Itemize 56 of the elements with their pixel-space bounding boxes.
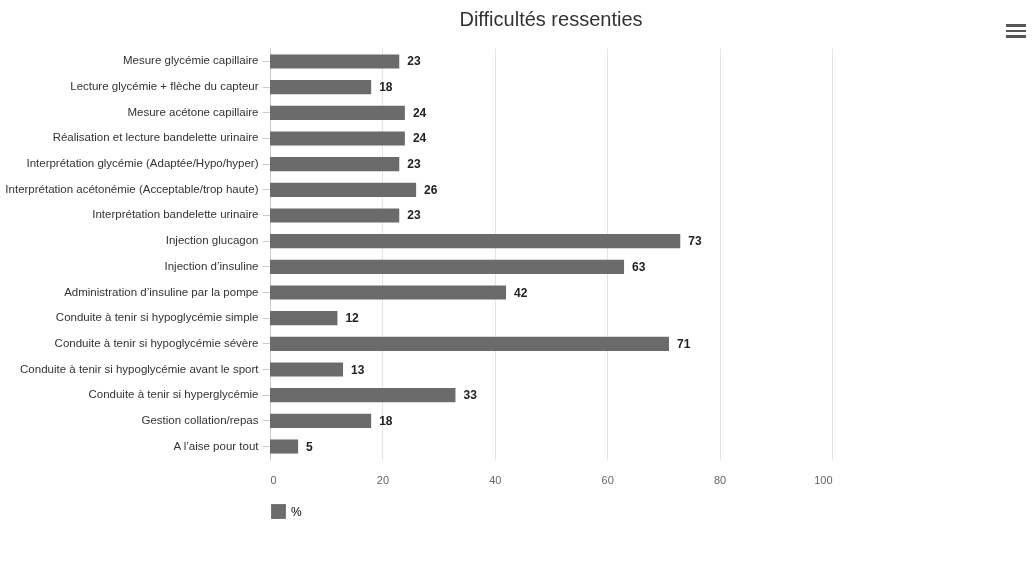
- bar: [270, 80, 372, 95]
- y-tick-label: A l’aise pour tout: [173, 439, 260, 452]
- bar: [270, 54, 400, 69]
- x-tick-label: 100: [814, 473, 833, 486]
- y-tick-label: Injection glucagon: [165, 234, 259, 247]
- bar: [270, 182, 417, 197]
- data-label: 5: [306, 439, 314, 454]
- y-tick-label: Réalisation et lecture bandelette urinaire: [52, 131, 259, 144]
- data-label: 24: [412, 131, 427, 146]
- bar: [270, 439, 299, 454]
- bar: [270, 362, 344, 377]
- y-tick-label: Conduite à tenir si hypoglycémie avant le sport: [20, 362, 260, 375]
- data-label: 33: [463, 388, 478, 403]
- bar: [270, 259, 625, 274]
- data-label: 18: [379, 80, 393, 95]
- chart-title: Difficultés ressenties: [459, 8, 643, 30]
- y-tick-label: Administration d’insuline par la pompe: [64, 285, 259, 298]
- y-tick-label: Conduite à tenir si hyperglycémie: [88, 388, 259, 401]
- data-label: 73: [688, 234, 702, 249]
- data-label: 71: [677, 336, 691, 351]
- data-label: 13: [351, 362, 365, 377]
- data-label: 26: [424, 182, 438, 197]
- y-tick-label: Mesure glycémie capillaire: [123, 54, 259, 67]
- y-tick-label: Interprétation acétonémie (Acceptable/trop haute): [5, 182, 259, 195]
- data-label: 24: [412, 105, 427, 120]
- bar: [270, 388, 456, 403]
- x-tick-label: 40: [489, 473, 502, 486]
- x-tick-label: 20: [376, 473, 390, 486]
- data-label: 18: [379, 413, 393, 428]
- y-tick-label: Conduite à tenir si hypoglycémie sévère: [54, 336, 259, 349]
- x-tick-label: 80: [713, 473, 727, 486]
- y-tick-label: Mesure acétone capillaire: [127, 105, 259, 118]
- data-label: 23: [407, 157, 421, 172]
- y-tick-label: Interprétation glycémie (Adaptée/Hypo/hyper): [26, 157, 259, 170]
- bar: [270, 157, 400, 172]
- bar: [270, 208, 400, 223]
- bar: [270, 413, 372, 428]
- y-tick-label: Gestion collation/repas: [141, 413, 259, 426]
- x-tick-label: 0: [270, 473, 277, 486]
- bar: [270, 311, 338, 326]
- bar: [270, 131, 405, 146]
- x-tick-label: 60: [601, 473, 614, 486]
- legend-label: %: [291, 504, 302, 519]
- bar: [270, 336, 670, 351]
- bar: [270, 105, 405, 120]
- data-label: 63: [632, 259, 646, 274]
- bar: [270, 285, 507, 300]
- y-tick-label: Injection d’insuline: [164, 259, 259, 272]
- y-tick-label: Lecture glycémie + flèche du capteur: [70, 80, 259, 93]
- data-label: 42: [514, 285, 528, 300]
- bar: [270, 234, 681, 249]
- y-tick-label: Conduite à tenir si hypoglycémie simple: [55, 311, 259, 324]
- data-label: 12: [345, 311, 360, 326]
- data-label: 23: [407, 54, 421, 69]
- y-tick-label: Interprétation bandelette urinaire: [92, 208, 259, 221]
- data-label: 23: [407, 208, 421, 223]
